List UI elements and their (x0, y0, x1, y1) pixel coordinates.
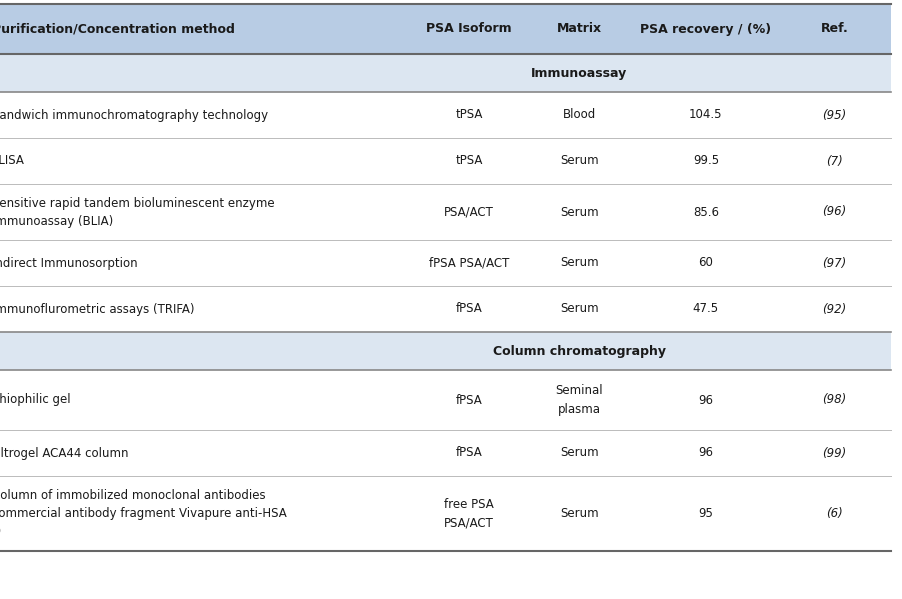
Text: tPSA: tPSA (455, 155, 482, 168)
Text: 85.6: 85.6 (692, 205, 718, 219)
Text: Serum: Serum (559, 302, 598, 316)
Bar (0, 370, 890, 430)
Text: fPSA: fPSA (455, 394, 482, 407)
Text: Purification/Concentration method: Purification/Concentration method (0, 23, 235, 35)
Text: Ref.: Ref. (820, 23, 848, 35)
Bar (0, 138, 890, 184)
Bar (0, 332, 890, 370)
Text: 104.5: 104.5 (688, 108, 722, 122)
Text: 60: 60 (697, 256, 713, 270)
Text: Immunoassay: Immunoassay (530, 66, 627, 80)
Text: ELISA: ELISA (0, 155, 25, 168)
Text: Matrix: Matrix (557, 23, 602, 35)
Bar (0, 286, 890, 332)
Bar (0, 4, 890, 54)
Text: 47.5: 47.5 (692, 302, 718, 316)
Text: (99): (99) (822, 446, 846, 459)
Text: Column chromatography: Column chromatography (492, 344, 666, 358)
Text: (92): (92) (822, 302, 846, 316)
Text: PSA Isoform: PSA Isoform (426, 23, 511, 35)
Text: Blood: Blood (562, 108, 595, 122)
Text: Thiophilic gel: Thiophilic gel (0, 394, 70, 407)
Text: tPSA: tPSA (455, 108, 482, 122)
Text: 96: 96 (697, 394, 713, 407)
Text: 96: 96 (697, 446, 713, 459)
Text: Column of immobilized monoclonal antibodies
commercial antibody fragment Vivapur: Column of immobilized monoclonal antibod… (0, 489, 287, 538)
Text: (6): (6) (825, 507, 842, 520)
Text: PSA/ACT: PSA/ACT (444, 205, 493, 219)
Text: Sandwich immunochromatography technology: Sandwich immunochromatography technology (0, 108, 268, 122)
Text: Seminal
plasma: Seminal plasma (555, 385, 603, 416)
Text: Serum: Serum (559, 256, 598, 270)
Bar (0, 476, 890, 551)
Bar (0, 240, 890, 286)
Bar (0, 92, 890, 138)
Text: 95: 95 (697, 507, 713, 520)
Text: fPSA PSA/ACT: fPSA PSA/ACT (428, 256, 509, 270)
Text: PSA recovery / (%): PSA recovery / (%) (640, 23, 770, 35)
Text: free PSA
PSA/ACT: free PSA PSA/ACT (444, 498, 493, 529)
Bar (0, 54, 890, 92)
Text: (95): (95) (822, 108, 846, 122)
Text: Serum: Serum (559, 205, 598, 219)
Text: fPSA: fPSA (455, 302, 482, 316)
Text: Sensitive rapid tandem bioluminescent enzyme
immunoassay (BLIA): Sensitive rapid tandem bioluminescent en… (0, 196, 274, 228)
Text: Ultrogel ACA44 column: Ultrogel ACA44 column (0, 446, 128, 459)
Text: Serum: Serum (559, 446, 598, 459)
Bar (0, 430, 890, 476)
Text: Immunoflurometric assays (TRIFA): Immunoflurometric assays (TRIFA) (0, 302, 194, 316)
Text: Serum: Serum (559, 507, 598, 520)
Text: 99.5: 99.5 (692, 155, 718, 168)
Text: Indirect Immunosorption: Indirect Immunosorption (0, 256, 137, 270)
Text: fPSA: fPSA (455, 446, 482, 459)
Text: Serum: Serum (559, 155, 598, 168)
Text: (98): (98) (822, 394, 846, 407)
Text: (7): (7) (825, 155, 842, 168)
Bar (0, 184, 890, 240)
Text: (97): (97) (822, 256, 846, 270)
Text: (96): (96) (822, 205, 846, 219)
